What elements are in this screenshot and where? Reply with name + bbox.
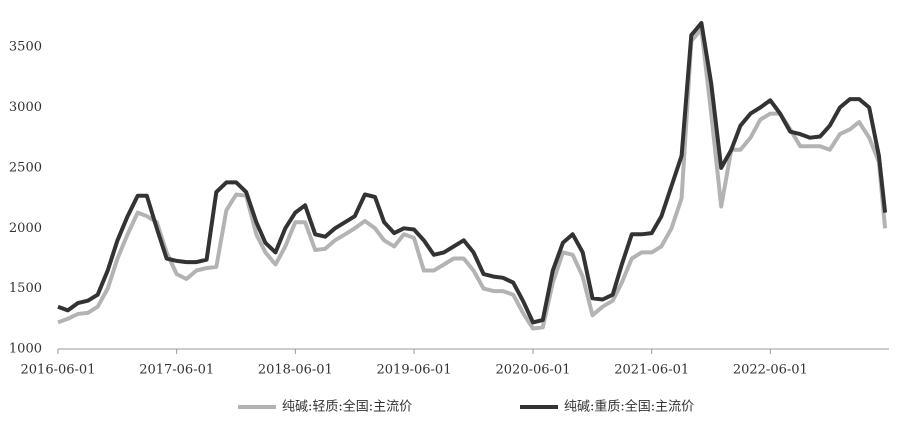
y-tick-label: 3500 [9, 40, 42, 55]
legend-label: 纯碱:轻质:全国:主流价 [282, 399, 412, 415]
x-tick-label: 2017-06-01 [139, 363, 214, 378]
y-tick-label: 1000 [9, 342, 42, 357]
x-tick-label: 2016-06-01 [21, 363, 96, 378]
series-line [57, 21, 888, 325]
y-tick-label: 1500 [9, 281, 42, 296]
x-tick-label: 2019-06-01 [377, 363, 452, 378]
series-line [57, 27, 888, 331]
y-tick-label: 3000 [9, 100, 42, 115]
x-tick-label: 2021-06-01 [614, 363, 689, 378]
x-tick-label: 2018-06-01 [258, 363, 333, 378]
y-tick-label: 2000 [9, 221, 42, 236]
y-tick-label: 2500 [9, 160, 42, 175]
x-tick-label: 2020-06-01 [496, 363, 571, 378]
legend-label: 纯碱:重质:全国:主流价 [564, 399, 694, 415]
x-tick-label: 2022-06-01 [733, 363, 808, 378]
